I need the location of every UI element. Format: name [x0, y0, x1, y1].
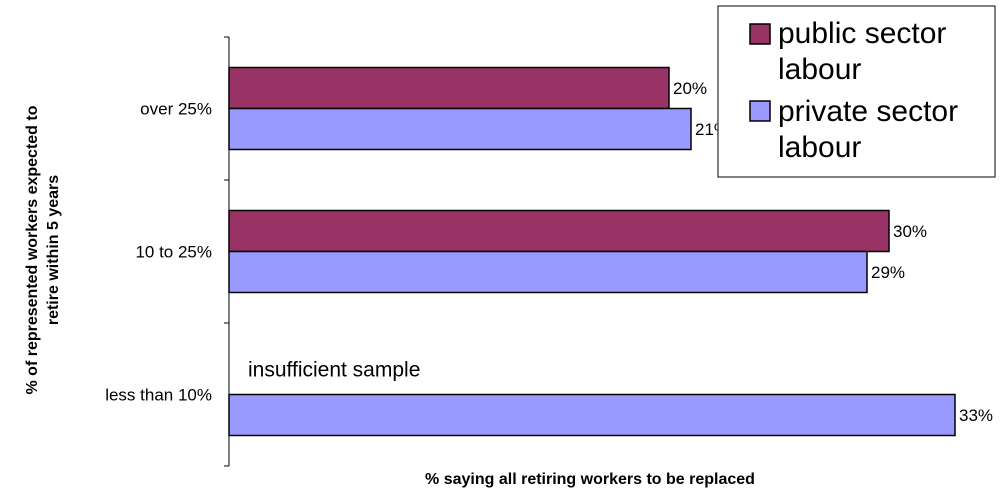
bar — [228, 66, 670, 110]
plot-area: over 25%20%21%10 to 25%30%29%less than 1… — [105, 36, 993, 467]
data-label: 30% — [893, 222, 927, 241]
legend-label-private-line2: labour — [778, 131, 861, 164]
legend-label-public-line1: public sector — [778, 17, 946, 50]
y-axis-title-line1: % of represented workers expected to — [24, 105, 41, 394]
bar — [228, 107, 692, 151]
y-tick-label: less than 10% — [105, 386, 212, 405]
legend-swatch-private — [749, 100, 771, 122]
legend-label-public-line2: labour — [778, 53, 861, 86]
y-tick-label: over 25% — [140, 100, 212, 119]
bar — [228, 250, 868, 294]
bar — [228, 209, 890, 253]
data-label: 29% — [871, 263, 905, 282]
legend-label-private-line1: private sector — [778, 95, 958, 128]
bar — [228, 393, 956, 437]
y-axis-title-line2: retire within 5 years — [45, 175, 62, 325]
annotation: insufficient sample — [248, 359, 420, 382]
data-label: 20% — [673, 79, 707, 98]
y-tick-label: 10 to 25% — [135, 243, 212, 262]
legend-swatch-public — [749, 23, 771, 45]
legend: public sector labour private sector labo… — [717, 5, 996, 178]
y-axis-title: % of represented workers expected to ret… — [24, 105, 62, 394]
x-axis-title: % saying all retiring workers to be repl… — [425, 471, 755, 488]
data-label: 33% — [959, 406, 993, 425]
